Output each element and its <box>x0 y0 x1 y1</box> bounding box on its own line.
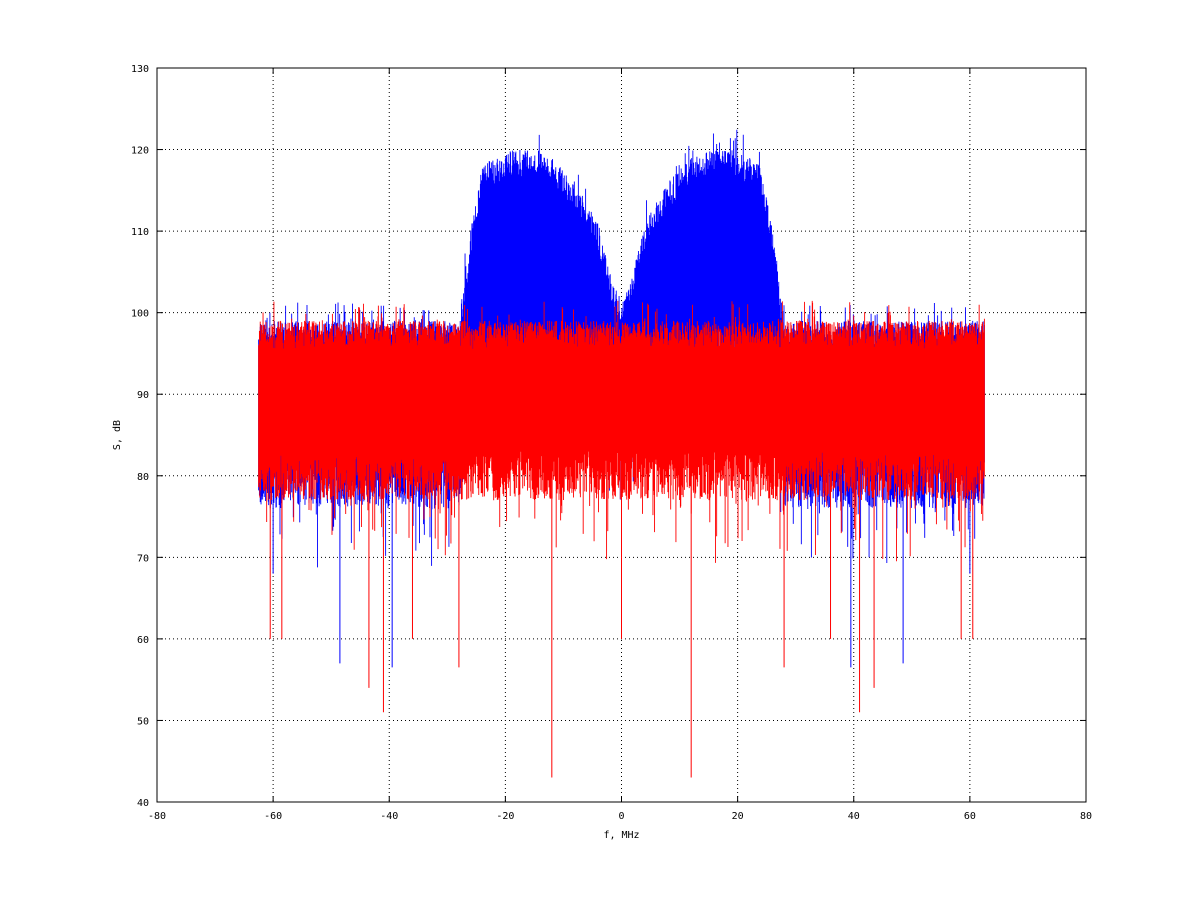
series-2-band <box>258 353 985 427</box>
ticks <box>156 67 1087 803</box>
tick-labels: -80 -60 -40 -20 0 20 40 60 80 40 50 60 70 80 90 100 110 1… <box>131 64 1092 822</box>
series-2 <box>258 300 985 778</box>
x-tick-label: 60 <box>964 811 976 822</box>
x-tick-label: 20 <box>732 811 744 822</box>
x-tick-label: 40 <box>848 811 860 822</box>
y-tick-label: 120 <box>131 146 149 157</box>
x-tick-label: -60 <box>264 811 282 822</box>
x-tick-label: -80 <box>148 811 166 822</box>
y-tick-label: 100 <box>131 309 149 320</box>
y-tick-label: 110 <box>131 227 149 238</box>
y-axis-label: S, dB <box>112 420 123 450</box>
y-tick-label: 40 <box>137 798 149 809</box>
x-tick-label: -20 <box>496 811 514 822</box>
y-tick-label: 70 <box>137 553 149 564</box>
y-tick-label: 50 <box>137 716 149 727</box>
y-tick-label: 130 <box>131 64 149 75</box>
x-axis-label: f, MHz <box>603 830 639 841</box>
x-tick-label: 80 <box>1080 811 1092 822</box>
x-tick-label: -40 <box>380 811 398 822</box>
series-layer <box>258 129 985 778</box>
y-tick-label: 90 <box>137 390 149 401</box>
y-tick-label: 80 <box>137 472 149 483</box>
y-tick-label: 60 <box>137 635 149 646</box>
x-tick-label: 0 <box>618 811 624 822</box>
